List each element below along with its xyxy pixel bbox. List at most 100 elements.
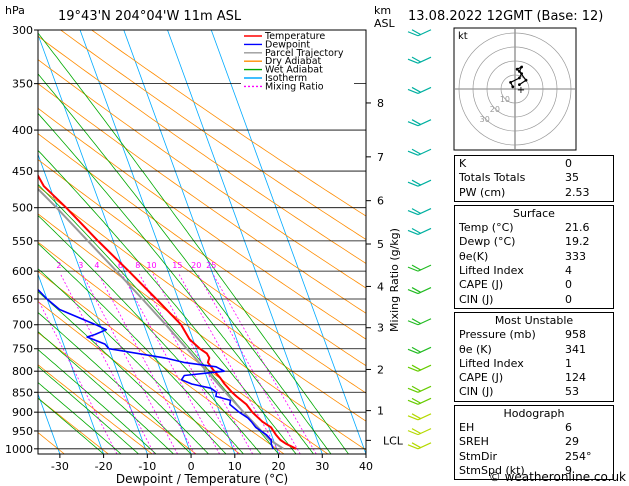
wind-barb xyxy=(407,442,432,450)
wet-adiabat-line xyxy=(38,214,262,454)
pressure-tick-label: 550 xyxy=(12,235,33,248)
mixing-ratio-label: 4 xyxy=(94,261,99,270)
legend-label: Isotherm xyxy=(265,73,307,84)
isotherm-line xyxy=(210,30,366,454)
hodograph-point xyxy=(524,78,528,82)
wind-barb-flag xyxy=(411,413,422,420)
height-axis: 8 7 6 5 4 3 2 1 LCL xyxy=(366,97,404,447)
surface-row: Lifted Index 4 xyxy=(459,264,572,278)
wet-adiabat-line xyxy=(38,73,332,454)
wind-barb-flag xyxy=(407,320,419,326)
wind-barb-flag xyxy=(407,229,419,236)
mixing-ratio-axis-label: Mixing Ratio (g/kg) xyxy=(388,228,401,332)
wind-barb-flag xyxy=(407,348,419,354)
wind-barb xyxy=(407,227,432,236)
height-tick-label: 2 xyxy=(377,363,384,376)
wind-barb-flag xyxy=(407,430,419,436)
hodograph-ring xyxy=(458,32,572,146)
hodograph-row: SREH 29 xyxy=(459,435,579,449)
surface-row: θe(K) 333 xyxy=(459,249,586,263)
hodograph-point xyxy=(511,85,515,89)
wind-barb xyxy=(407,29,432,37)
wind-barb xyxy=(407,428,432,436)
temperature-tick-label: 0 xyxy=(188,460,195,473)
isotherm-line xyxy=(38,273,104,454)
wind-barb xyxy=(407,346,432,354)
pressure-tick-label: 600 xyxy=(12,265,33,278)
dry-adiabat-line xyxy=(38,185,366,422)
legend-label: Parcel Trajectory xyxy=(265,48,344,59)
wind-barb-flag xyxy=(411,364,422,371)
surface-row: CIN (J) 0 xyxy=(459,292,572,306)
temperature-tick-label: 40 xyxy=(359,460,373,473)
hodograph-box: Hodograph EH 6 SREH 29 StmDir 254° StmSpd (… xyxy=(454,404,614,481)
wind-barb-flag xyxy=(411,119,422,126)
hodograph-title: Hodograph xyxy=(503,406,565,420)
dry-adiabat-line xyxy=(38,83,366,314)
legend-label: Dewpoint xyxy=(265,39,310,50)
wet-adiabat-line xyxy=(38,112,314,454)
wind-barb-flag xyxy=(411,428,422,435)
wind-barb xyxy=(407,397,432,405)
wind-barb-flag xyxy=(407,366,419,372)
dry-adiabat-line xyxy=(38,133,366,367)
temperature-tick-label: -30 xyxy=(51,460,69,473)
unstable-row: θe (K) 341 xyxy=(459,342,586,356)
wind-barb-flag xyxy=(407,444,419,450)
temperature-tick-label: 30 xyxy=(315,460,329,473)
index-row: Totals Totals 35 xyxy=(459,171,579,185)
wind-barb-flag xyxy=(411,148,422,155)
dry-adiabat-line xyxy=(91,30,366,217)
isotherm-line xyxy=(38,33,192,454)
surface-row: Temp (°C) 21.6 xyxy=(459,221,590,235)
pressure-tick-label: 750 xyxy=(12,343,33,356)
wet-adiabat-line xyxy=(38,242,244,454)
hodograph-ring-label: 10 xyxy=(500,95,510,104)
mixing-ratio-line xyxy=(212,273,317,454)
height-tick-label: 1 xyxy=(377,405,384,418)
hodograph-point xyxy=(520,72,523,75)
mixing-ratio-line xyxy=(197,273,301,454)
dry-adiabat-line xyxy=(60,30,366,241)
location-title: 19°43'N 204°04'W 11m ASL xyxy=(58,9,242,24)
mixing-ratio-label: 3 xyxy=(78,261,83,270)
dry-adiabat-line xyxy=(38,241,329,454)
wind-barb-flag xyxy=(411,385,422,392)
mixing-ratio-label: 8 xyxy=(135,261,140,270)
hodograph-point xyxy=(515,67,519,71)
wind-barb-flag xyxy=(407,31,419,37)
wind-barb-flag xyxy=(411,56,422,63)
hodograph-point xyxy=(520,65,523,69)
km-unit: km xyxy=(374,4,391,17)
parcel-trajectory xyxy=(38,187,285,450)
wind-barb xyxy=(407,364,432,372)
legend-label: Wet Adiabat xyxy=(265,65,323,76)
wet-adiabat-line xyxy=(38,365,139,454)
dry-adiabat-line xyxy=(38,364,153,454)
temperature-tick-label: 20 xyxy=(272,460,286,473)
wind-barb-flag xyxy=(411,29,422,36)
wind-barb xyxy=(407,208,432,216)
mixing-ratio-label: 6 xyxy=(118,261,123,270)
pressure-tick-label: 1000 xyxy=(5,443,33,456)
plot-profiles: 1 2 3 4 6 8 10 15 20 25 xyxy=(38,173,297,450)
unstable-box: Most Unstable Pressure (mb) 958 θe (K) 341… xyxy=(454,311,614,402)
x-axis-label: Dewpoint / Temperature (°C) xyxy=(116,472,288,486)
wind-barb-flag xyxy=(407,266,419,272)
dewpoint-profile xyxy=(38,288,274,450)
dry-adiabat-line xyxy=(38,397,109,454)
hodograph-point xyxy=(518,76,521,80)
hodograph-ring-label: 30 xyxy=(480,115,490,124)
mixing-ratio-label: 25 xyxy=(206,261,216,270)
hodograph-point xyxy=(518,70,521,73)
hodograph-ring xyxy=(472,46,558,132)
wet-adiabat-line xyxy=(38,268,227,454)
mixing-ratio-line xyxy=(60,273,155,454)
unstable-row: CIN (J) 53 xyxy=(459,385,579,399)
wind-barb-flag xyxy=(411,208,422,215)
mixing-ratio-line xyxy=(98,273,196,454)
hodograph-ring-label: 20 xyxy=(490,105,500,114)
wind-barb-flag xyxy=(407,58,419,64)
